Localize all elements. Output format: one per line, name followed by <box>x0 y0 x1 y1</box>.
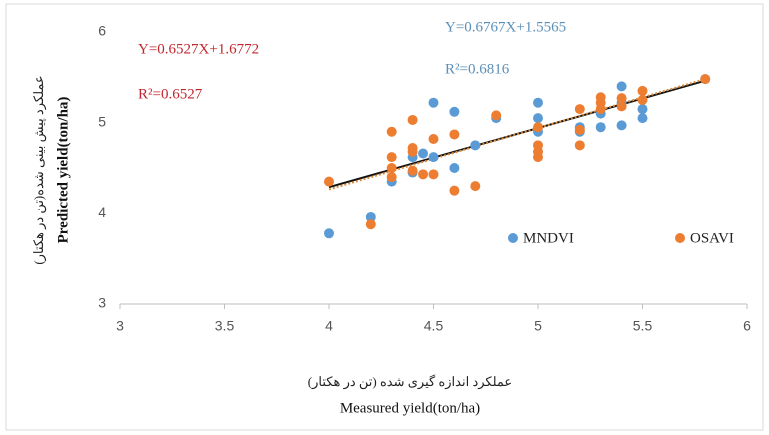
point <box>616 101 627 112</box>
point <box>407 146 418 157</box>
point <box>574 140 585 151</box>
point <box>595 122 606 133</box>
point <box>386 126 397 137</box>
point <box>700 74 711 85</box>
point <box>449 129 460 140</box>
y-tick-label: 5 <box>98 113 106 129</box>
point <box>533 152 543 163</box>
point <box>637 113 648 124</box>
point <box>595 104 606 115</box>
point <box>574 124 585 135</box>
y-tick-label: 3 <box>98 295 106 311</box>
trendline-r-squared: R²=0.6527 <box>138 86 203 102</box>
x-tick-label: 4.5 <box>424 318 444 334</box>
point <box>637 95 648 105</box>
point <box>616 81 627 92</box>
point <box>533 113 543 124</box>
point <box>324 228 334 239</box>
x-tick-label: 5 <box>534 318 542 334</box>
x-tick-label: 4 <box>325 318 333 334</box>
point <box>365 211 376 222</box>
x-axis-title: عملکرد اندازه گیری شده (تن در هکتار) <box>308 374 512 390</box>
point <box>533 122 543 133</box>
point <box>428 152 439 163</box>
point <box>386 163 397 173</box>
y-axis-title: عملکرد پیش بینی شده(تن در هکتار) <box>31 75 47 264</box>
x-tick-label: 5.5 <box>633 318 653 334</box>
point <box>428 133 439 144</box>
point <box>386 152 397 163</box>
x-tick-label: 3 <box>116 318 124 334</box>
chart-frame <box>5 3 764 431</box>
point <box>470 181 481 192</box>
point <box>407 165 418 176</box>
point <box>428 169 439 180</box>
point <box>449 185 460 196</box>
point <box>616 93 627 104</box>
point <box>533 97 543 108</box>
point <box>418 148 429 159</box>
point <box>637 85 648 96</box>
point <box>428 97 439 108</box>
legend-marker <box>508 233 518 243</box>
point <box>365 219 376 230</box>
point <box>574 104 585 115</box>
legend-marker <box>675 233 685 243</box>
point <box>470 140 481 151</box>
x-axis-title: Measured yield(ton/ha) <box>340 400 480 416</box>
trendline <box>328 78 706 191</box>
x-tick-label: 6 <box>743 318 751 334</box>
point <box>418 169 429 180</box>
trendline-equation: Y=0.6527X+1.6772 <box>138 41 259 57</box>
legend-label: OSAVI <box>690 230 734 246</box>
point <box>407 114 418 125</box>
point <box>386 172 397 183</box>
point <box>637 104 648 115</box>
point <box>449 106 460 117</box>
point <box>491 110 502 121</box>
y-tick-label: 6 <box>98 23 106 39</box>
legend-label: MNDVI <box>523 230 574 246</box>
point <box>449 163 460 173</box>
point <box>616 120 627 131</box>
y-tick-label: 4 <box>98 204 106 220</box>
x-tick-label: 3.5 <box>215 318 235 334</box>
trendline-r-squared: R²=0.6816 <box>445 61 510 77</box>
y-axis-title: Predicted yield(ton/ha) <box>55 97 71 244</box>
trendline-equation: Y=0.6767X+1.5565 <box>445 19 566 35</box>
point <box>324 176 334 187</box>
